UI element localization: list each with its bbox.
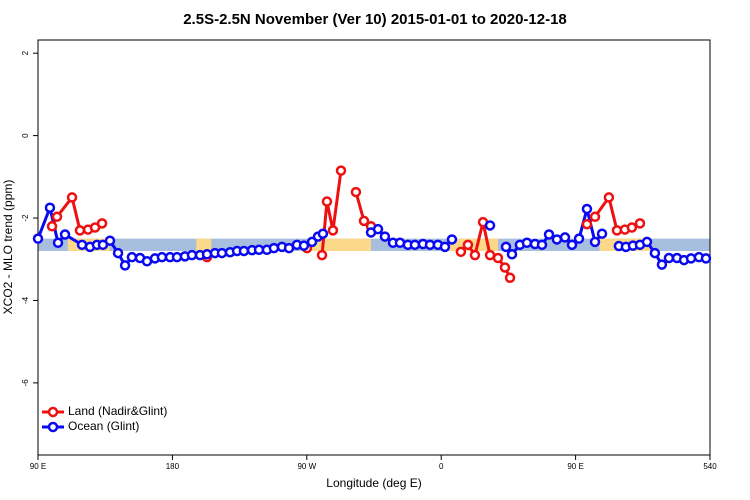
data-point <box>649 247 661 259</box>
data-point <box>469 249 481 261</box>
x-axis-label: Longitude (deg E) <box>326 476 421 490</box>
data-point <box>536 239 548 251</box>
data-point <box>126 251 138 263</box>
data-point <box>409 239 421 251</box>
legend-marker <box>47 406 59 418</box>
data-point <box>321 196 333 207</box>
data-point <box>506 249 518 260</box>
data-point <box>500 241 512 253</box>
data-point <box>238 245 250 257</box>
data-point <box>74 225 86 236</box>
data-point <box>634 218 646 229</box>
data-point <box>589 236 601 248</box>
data-point <box>46 221 58 232</box>
data-point <box>641 236 653 248</box>
data-point <box>52 237 64 249</box>
legend-label: Ocean (Glint) <box>68 419 139 433</box>
data-point <box>51 211 63 223</box>
data-point <box>44 202 56 213</box>
data-point <box>559 232 571 243</box>
y-axis-label: XCO2 - MLO trend (ppm) <box>1 180 15 315</box>
data-point <box>59 229 71 240</box>
data-point <box>216 247 228 259</box>
data-point <box>358 215 370 227</box>
data-point <box>626 222 638 233</box>
data-point <box>566 239 578 251</box>
data-point <box>104 235 116 246</box>
y-tick-label: -6 <box>21 379 30 387</box>
data-point <box>335 165 347 176</box>
x-tick-label: 180 <box>166 462 180 471</box>
data-point <box>32 233 44 244</box>
data-point <box>504 272 516 284</box>
data-point <box>700 253 712 264</box>
data-point <box>492 252 504 264</box>
land-band <box>196 238 212 252</box>
data-point <box>119 260 131 271</box>
data-point <box>379 231 391 242</box>
data-point <box>596 228 608 239</box>
data-point <box>455 246 467 258</box>
data-point <box>327 225 339 236</box>
data-point <box>96 218 108 229</box>
x-tick-label: 90 W <box>297 462 316 471</box>
data-point <box>589 211 601 223</box>
data-point <box>298 240 310 251</box>
data-point <box>685 253 697 264</box>
y-tick-label: 0 <box>21 133 30 138</box>
data-point <box>350 186 362 198</box>
data-point <box>268 242 280 254</box>
data-point <box>439 241 451 253</box>
data-point <box>603 192 615 203</box>
data-point <box>521 237 533 249</box>
data-point <box>656 259 668 270</box>
data-point <box>156 251 168 263</box>
x-tick-label: 90 E <box>567 462 583 471</box>
data-point <box>112 247 124 259</box>
legend-marker <box>47 421 59 433</box>
data-point <box>316 249 328 261</box>
x-tick-label: 540 <box>703 462 717 471</box>
data-point <box>581 203 593 215</box>
y-tick-label: 2 <box>21 50 30 55</box>
x-tick-label: 90 E <box>30 462 46 471</box>
chart-title: 2.5S-2.5N November (Ver 10) 2015-01-01 t… <box>183 11 567 28</box>
data-point <box>484 220 496 231</box>
data-point <box>462 239 474 251</box>
data-point <box>372 223 384 235</box>
y-tick-label: -2 <box>21 214 30 222</box>
data-point <box>201 249 213 260</box>
plot-frame <box>37 39 711 456</box>
data-point <box>317 228 329 239</box>
data-point <box>186 249 198 261</box>
data-point <box>543 229 555 240</box>
data-point <box>446 234 458 245</box>
data-point <box>551 234 563 245</box>
data-point <box>499 262 511 273</box>
data-point <box>66 192 78 203</box>
legend-label: Land (Nadir&Glint) <box>68 404 167 418</box>
y-tick-label: -4 <box>21 296 30 304</box>
data-point <box>573 233 585 244</box>
data-point <box>663 252 675 264</box>
x-tick-label: 0 <box>439 462 444 471</box>
data-point <box>581 218 593 230</box>
